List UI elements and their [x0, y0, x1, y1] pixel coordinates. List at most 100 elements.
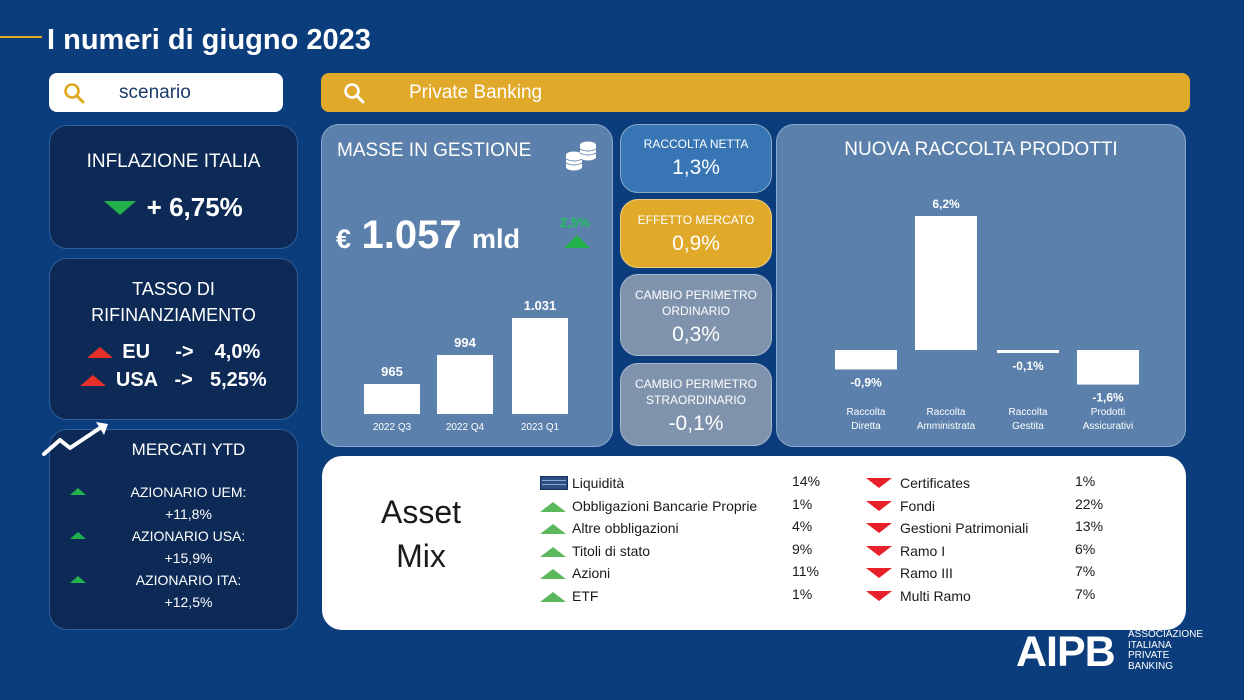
bar — [364, 384, 420, 414]
tick-label: Raccolta — [847, 407, 886, 418]
search-icon[interactable] — [343, 82, 365, 110]
pill-label: RACCOLTA NETTA — [643, 137, 749, 151]
segment-search-value[interactable]: Private Banking — [409, 82, 543, 103]
bar — [437, 355, 493, 414]
down-arrow-icon — [866, 591, 892, 601]
market-value: +12,5% — [164, 594, 213, 610]
scenario-search-value[interactable]: scenario — [119, 82, 191, 103]
pill-value: 0,3% — [672, 323, 720, 346]
market-item: AZIONARIO ITA: — [135, 572, 242, 588]
extraordinary-perimeter-pill: CAMBIO PERIMETRO STRAORDINARIO -0,1% — [620, 363, 772, 446]
aum-change: 2,5% — [560, 215, 590, 230]
tick-label: 2022 Q4 — [446, 422, 485, 433]
rate-arrow: -> — [175, 341, 194, 363]
logo-line: PRIVATE — [1128, 650, 1170, 661]
segment-search-bar[interactable]: Private Banking — [321, 73, 1190, 112]
asset-mix-right-list: Certificates 1% Fondi 22% Gestioni Patrimoni… — [842, 456, 1186, 630]
down-arrow-icon — [866, 545, 892, 556]
tick-label: Assicurativi — [1083, 421, 1134, 432]
rate-region: USA — [115, 369, 158, 391]
aum-bar-chart: 965 2022 Q3 994 2022 Q4 1.031 2023 Q1 — [364, 298, 568, 433]
bar — [512, 318, 568, 414]
scenario-search-bar[interactable]: scenario — [49, 73, 283, 112]
market-value: +11,8% — [165, 506, 212, 522]
data-label: -0,1% — [1012, 359, 1044, 373]
coins-icon — [565, 141, 597, 171]
tick-label: Raccolta — [927, 407, 966, 418]
data-label: 1.031 — [524, 298, 557, 313]
net-inflow-pill: RACCOLTA NETTA 1,3% — [620, 124, 772, 193]
market-effect-pill: EFFETTO MERCATO 0,9% — [620, 199, 772, 268]
markets-label: MERCATI YTD — [131, 440, 246, 459]
asset-item-value: 4% — [792, 518, 813, 535]
page-title: I numeri di giugno 2023 — [47, 24, 371, 56]
asset-item-name: Gestioni Patrimoniali — [900, 520, 1029, 537]
inflation-card: INFLAZIONE ITALIA + 6,75% — [49, 125, 298, 249]
rate-row-usa: USA -> 5,25% — [50, 369, 297, 392]
tick-label: Amministrata — [917, 421, 976, 432]
aum-unit: mld — [472, 224, 521, 254]
asset-item-name: Obbligazioni Bancarie Proprie — [572, 497, 758, 514]
rate-value: 4,0% — [214, 341, 261, 363]
down-arrow-icon — [866, 568, 892, 579]
rate-value: 5,25% — [209, 369, 267, 391]
bar — [915, 216, 977, 350]
asset-item-value: 1% — [792, 495, 813, 512]
asset-item-name: Ramo III — [900, 565, 953, 582]
down-arrow-icon — [866, 523, 892, 534]
asset-mix-left-list: Liquidità 14% Obbligazioni Bancarie Propri… — [322, 456, 842, 630]
ordinary-perimeter-pill: CAMBIO PERIMETRO ORDINARIO 0,3% — [620, 274, 772, 356]
asset-item-name: Fondi — [900, 497, 936, 514]
down-arrow-icon — [866, 500, 892, 511]
up-arrow-icon — [540, 501, 566, 512]
rates-label-line2: RIFINANZIAMENTO — [91, 305, 256, 325]
asset-item-value: 1% — [792, 586, 813, 602]
bar — [1077, 350, 1139, 385]
data-label: 6,2% — [932, 197, 960, 211]
aipb-logo: AIPB ASSOCIAZIONE ITALIANA PRIVATE BANKI… — [1016, 628, 1236, 678]
search-icon[interactable] — [63, 82, 85, 110]
rate-row-eu: EU -> 4,0% — [50, 341, 297, 364]
pill-value: 0,9% — [672, 232, 720, 255]
logo-line: BANKING — [1128, 660, 1174, 672]
data-label: -1,6% — [1092, 391, 1124, 405]
pill-value: 1,3% — [672, 156, 720, 179]
asset-item-value: 14% — [792, 473, 821, 489]
tick-label: Raccolta — [1009, 407, 1048, 418]
up-arrow-icon — [564, 235, 590, 248]
bar — [997, 350, 1059, 353]
asset-mix-title-line1: Asset — [380, 494, 462, 530]
data-label: 994 — [454, 335, 476, 350]
aum-amount: 1.057 — [361, 213, 462, 257]
up-arrow-icon — [70, 488, 86, 495]
rate-region: EU — [122, 341, 151, 363]
asset-item-value: 6% — [1075, 540, 1096, 557]
up-arrow-icon — [70, 532, 86, 539]
assets-under-management-card: MASSE IN GESTIONE € 1.057 mld 2,5% 965 20… — [321, 124, 613, 447]
tick-label: Gestita — [1012, 421, 1044, 432]
rates-card: TASSO DI RIFINANZIAMENTO EU -> 4,0% USA … — [49, 258, 298, 420]
asset-item-value: 1% — [1075, 473, 1096, 489]
logo-line: ITALIANA — [1128, 639, 1172, 651]
down-arrow-icon — [866, 478, 892, 488]
asset-item-name: Azioni — [572, 565, 611, 582]
markets-card: MERCATI YTD AZIONARIO UEM: +11,8% AZIONA… — [49, 429, 298, 630]
tick-label: Diretta — [851, 421, 881, 432]
asset-item-value: 22% — [1075, 495, 1104, 512]
rates-label-line1: TASSO DI — [132, 279, 215, 299]
asset-item-value: 11% — [792, 563, 819, 580]
up-arrow-icon — [70, 576, 86, 583]
asset-item-value: 7% — [1075, 563, 1096, 580]
asset-item-name: Ramo I — [900, 542, 946, 559]
tick-label: Prodotti — [1091, 407, 1125, 418]
asset-item-name: Liquidità — [572, 475, 625, 491]
logo-line: ASSOCIAZIONE — [1128, 629, 1204, 640]
asset-item-name: Titoli di stato — [572, 542, 651, 559]
logo-text: ASSOCIAZIONE ITALIANA PRIVATE BANKING — [1128, 629, 1204, 672]
asset-item-value: 13% — [1075, 518, 1104, 535]
market-item: AZIONARIO USA: — [131, 528, 246, 544]
market-value: +15,9% — [164, 550, 213, 566]
bar — [835, 350, 897, 370]
aum-label: MASSE IN GESTIONE — [337, 140, 532, 161]
up-arrow-icon — [540, 592, 566, 602]
